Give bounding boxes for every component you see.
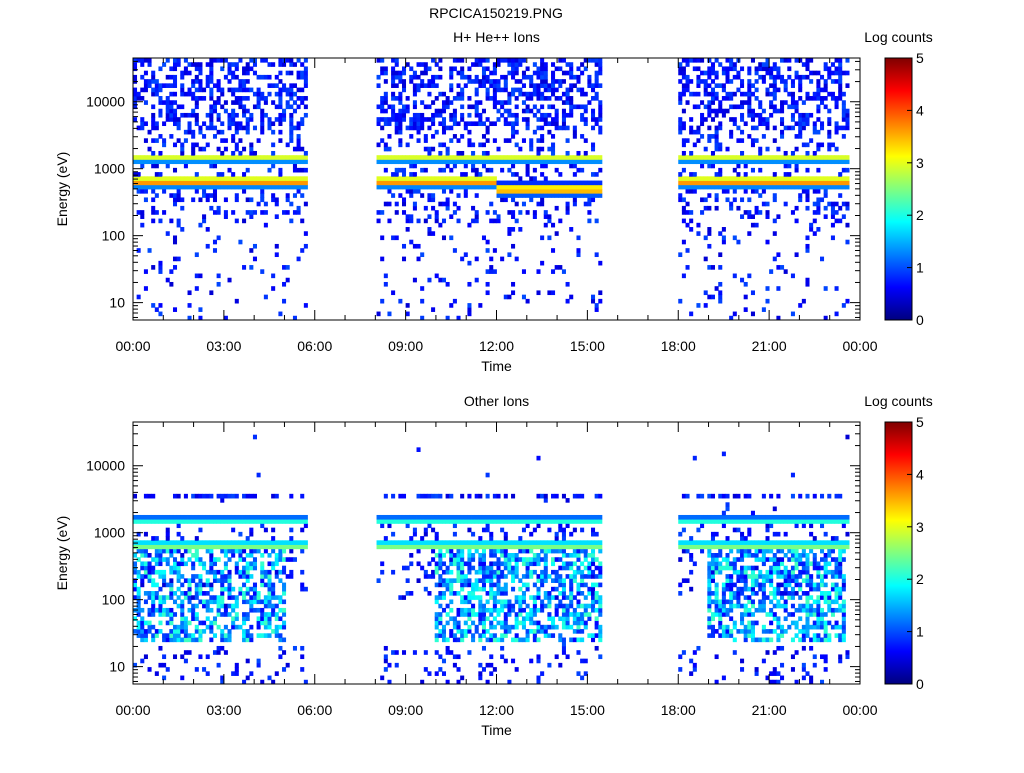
colorbar xyxy=(885,422,912,684)
colorbar-tick-label: 5 xyxy=(916,414,924,430)
x-tick-label: 18:00 xyxy=(661,338,696,354)
colorbar-tick-label: 2 xyxy=(916,571,924,587)
colorbar-tick-label: 4 xyxy=(916,102,924,118)
x-tick-label: 03:00 xyxy=(206,702,241,718)
x-tick-label: 00:00 xyxy=(115,702,150,718)
y-tick-label: 1000 xyxy=(94,161,125,177)
x-tick-label: 09:00 xyxy=(388,702,423,718)
panel-title: Other Ions xyxy=(464,393,529,409)
y-tick-label: 100 xyxy=(102,592,126,608)
heatmap-cells xyxy=(133,58,850,320)
x-axis-label: Time xyxy=(481,722,512,738)
x-tick-label: 21:00 xyxy=(752,702,787,718)
heatmap-cells xyxy=(133,435,850,685)
x-tick-label: 21:00 xyxy=(752,338,787,354)
x-tick-label: 00:00 xyxy=(115,338,150,354)
colorbar-tick-label: 0 xyxy=(916,676,924,692)
y-axis-label: Energy (eV) xyxy=(54,152,70,227)
x-tick-label: 12:00 xyxy=(479,702,514,718)
colorbar-tick-label: 3 xyxy=(916,155,924,171)
x-tick-label: 00:00 xyxy=(842,702,877,718)
x-tick-label: 09:00 xyxy=(388,338,423,354)
colorbar-tick-label: 2 xyxy=(916,207,924,223)
y-tick-label: 10 xyxy=(109,295,125,311)
colorbar-label: Log counts xyxy=(864,393,933,409)
y-tick-label: 10000 xyxy=(86,94,125,110)
page-title: RPCICA150219.PNG xyxy=(429,5,563,21)
colorbar-tick-label: 4 xyxy=(916,466,924,482)
x-tick-label: 06:00 xyxy=(297,338,332,354)
y-tick-label: 100 xyxy=(102,228,126,244)
colorbar xyxy=(885,58,912,320)
colorbar-label: Log counts xyxy=(864,29,933,45)
y-tick-label: 10 xyxy=(109,659,125,675)
panel-title: H+ He++ Ions xyxy=(453,29,540,45)
x-tick-label: 12:00 xyxy=(479,338,514,354)
x-tick-label: 18:00 xyxy=(661,702,696,718)
colorbar-tick-label: 3 xyxy=(916,519,924,535)
y-axis-label: Energy (eV) xyxy=(54,516,70,591)
colorbar-tick-label: 1 xyxy=(916,624,924,640)
colorbar-tick-label: 5 xyxy=(916,50,924,66)
colorbar-tick-label: 1 xyxy=(916,260,924,276)
y-tick-label: 1000 xyxy=(94,525,125,541)
x-tick-label: 06:00 xyxy=(297,702,332,718)
x-tick-label: 15:00 xyxy=(570,702,605,718)
x-tick-label: 03:00 xyxy=(206,338,241,354)
x-tick-label: 15:00 xyxy=(570,338,605,354)
x-tick-label: 00:00 xyxy=(842,338,877,354)
y-tick-label: 10000 xyxy=(86,458,125,474)
x-axis-label: Time xyxy=(481,358,512,374)
colorbar-tick-label: 0 xyxy=(916,312,924,328)
